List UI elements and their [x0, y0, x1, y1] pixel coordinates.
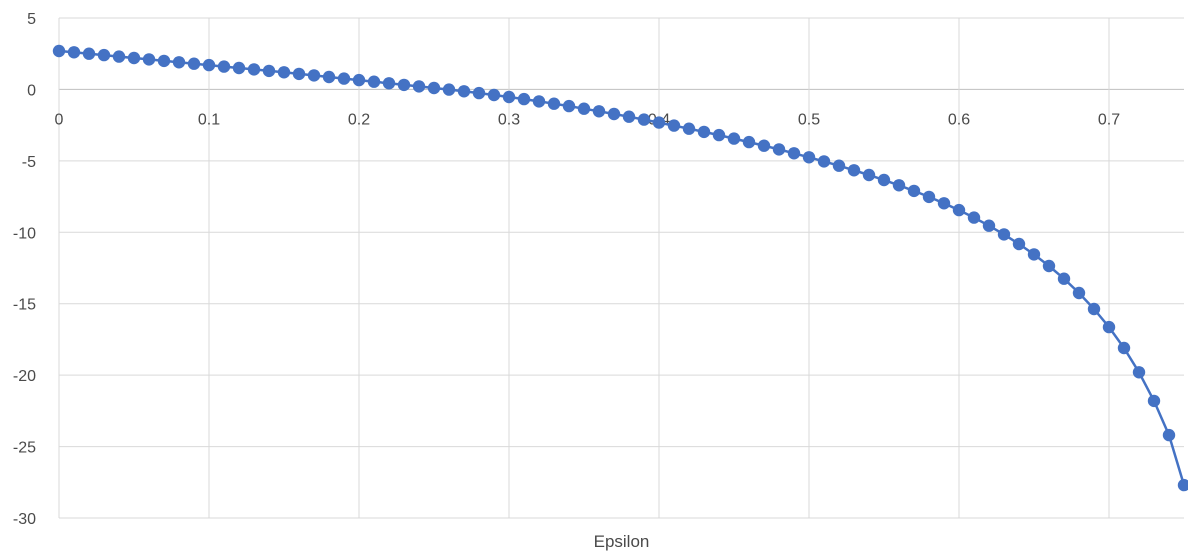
data-point: [952, 203, 966, 217]
x-tick-label: 0.2: [348, 111, 370, 128]
data-point: [502, 90, 516, 104]
data-point: [172, 56, 186, 69]
data-point: [457, 85, 471, 98]
data-point: [802, 151, 816, 164]
data-point: [292, 67, 306, 81]
data-point: [997, 228, 1011, 241]
y-tick-label: 0: [27, 82, 36, 99]
x-tick-label: 0.3: [498, 111, 520, 128]
data-point: [262, 64, 276, 78]
data-point: [787, 147, 801, 160]
data-point: [622, 110, 636, 123]
data-point: [862, 168, 876, 182]
data-point: [757, 139, 771, 152]
data-point: [1177, 478, 1188, 492]
x-tick-label: 0.1: [198, 111, 220, 128]
y-tick-label: -30: [13, 511, 36, 528]
data-point: [562, 99, 576, 113]
data-point: [427, 81, 441, 95]
data-point: [607, 107, 621, 121]
data-point: [1132, 366, 1146, 379]
data-point: [772, 143, 786, 156]
x-tick-label: 0.6: [948, 111, 970, 128]
y-tick-label: 5: [27, 11, 36, 28]
data-point: [217, 60, 231, 73]
data-point: [247, 63, 261, 76]
data-point: [52, 44, 66, 58]
data-point: [697, 125, 711, 139]
data-point: [232, 61, 246, 75]
data-point: [1012, 237, 1026, 251]
data-point: [307, 69, 321, 82]
data-point: [322, 70, 336, 84]
data-point: [472, 86, 486, 100]
data-point: [382, 77, 396, 90]
data-point: [157, 54, 171, 68]
data-point: [577, 102, 591, 115]
data-point: [337, 72, 351, 85]
data-point: [532, 95, 546, 108]
data-point: [817, 155, 831, 168]
data-point: [412, 80, 426, 93]
data-point: [877, 173, 891, 187]
data-point: [97, 48, 111, 62]
data-point: [832, 159, 846, 172]
data-point: [652, 116, 666, 129]
data-point: [847, 164, 861, 177]
data-point: [682, 122, 696, 135]
tick-labels: 50-5-10-15-20-25-3000.10.20.30.40.50.60.…: [13, 11, 1120, 528]
data-point: [82, 47, 96, 60]
data-point: [367, 75, 381, 88]
data-point: [517, 92, 531, 106]
data-point: [1117, 341, 1131, 355]
data-point: [547, 97, 561, 110]
x-axis-title: Epsilon: [594, 532, 650, 551]
data-point: [892, 179, 906, 192]
data-point: [397, 78, 411, 92]
data-point: [487, 88, 501, 102]
y-tick-label: -10: [13, 225, 36, 242]
data-point: [352, 73, 366, 87]
data-point: [742, 135, 756, 149]
data-point: [967, 211, 981, 224]
data-point: [112, 50, 126, 63]
y-tick-label: -5: [22, 154, 36, 171]
data-point: [1057, 272, 1071, 285]
data-point: [1147, 394, 1161, 408]
data-point: [202, 58, 216, 72]
data-point: [922, 190, 936, 204]
series: [52, 44, 1188, 492]
data-point: [187, 57, 201, 70]
data-point: [637, 113, 651, 126]
y-tick-label: -25: [13, 440, 36, 457]
data-point: [667, 119, 681, 132]
data-point: [907, 184, 921, 198]
data-point: [127, 51, 141, 65]
data-point: [982, 219, 996, 232]
gridlines: [58, 17, 1184, 519]
series-line: [58, 49, 1186, 486]
data-point: [937, 197, 951, 210]
x-tick-label: 0: [55, 111, 64, 128]
x-tick-label: 0.5: [798, 111, 820, 128]
data-point: [592, 105, 606, 118]
data-point: [712, 128, 726, 142]
data-point: [142, 53, 156, 66]
data-point: [1042, 259, 1056, 273]
data-point: [1072, 286, 1086, 300]
data-point: [1027, 248, 1041, 261]
y-tick-label: -20: [13, 368, 36, 385]
data-point: [1102, 320, 1116, 334]
data-point: [727, 132, 741, 145]
x-tick-label: 0.7: [1098, 111, 1120, 128]
data-point: [1087, 302, 1101, 316]
data-point: [442, 83, 456, 96]
y-tick-label: -15: [13, 297, 36, 314]
data-point: [1162, 428, 1176, 442]
data-point: [67, 46, 81, 59]
data-point: [277, 66, 291, 79]
